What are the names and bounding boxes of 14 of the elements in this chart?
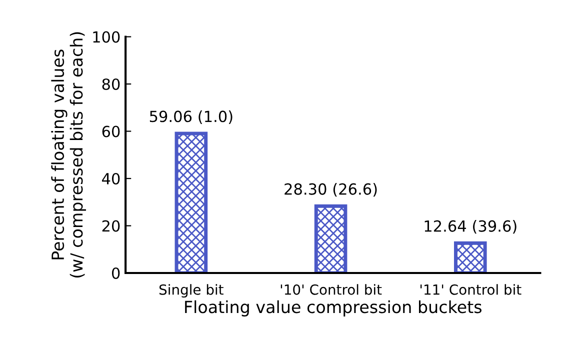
data-label: 59.06 (1.0) [150, 110, 232, 124]
x-tick-label: Single bit [159, 284, 224, 298]
y-tick-label: 60 [102, 126, 120, 138]
x-tick-label: '10' Control bit [280, 284, 382, 295]
y-tick-label: 40 [102, 172, 120, 185]
y-tick-label: 20 [102, 220, 120, 232]
x-axis-title: Floating value compression buckets [185, 300, 482, 316]
data-label: 28.30 (26.6) [284, 183, 377, 197]
y-tick-label: 100 [93, 31, 120, 43]
y-axis-title: Percent of floating values (w/ compressed bits for each) [51, 32, 86, 278]
x-tick-label: '11' Control bit [420, 284, 522, 295]
y-tick-label: 0 [112, 267, 120, 280]
y-tick-label: 80 [102, 78, 120, 90]
data-label: 12.64 (39.6) [424, 220, 516, 234]
